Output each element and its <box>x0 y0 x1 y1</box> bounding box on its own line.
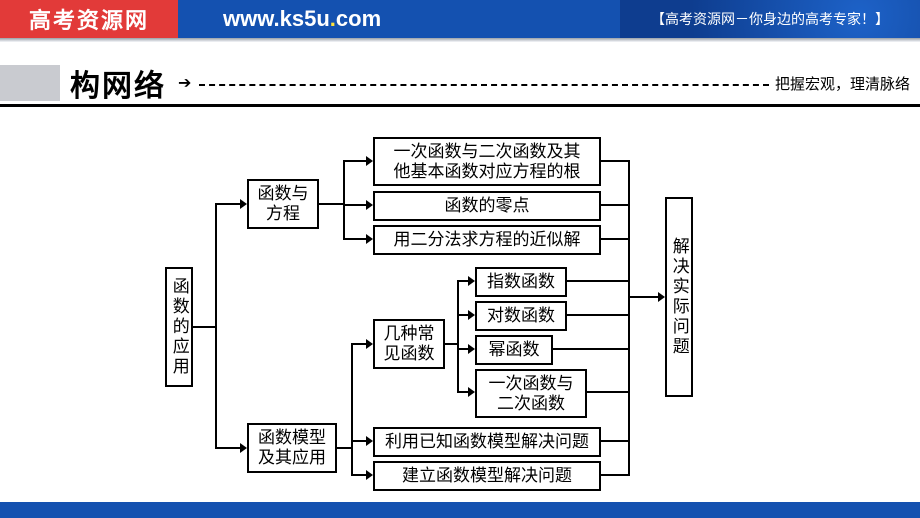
conn <box>567 280 628 282</box>
conn <box>457 391 468 393</box>
node-a2: 函数的零点 <box>373 191 601 221</box>
conn <box>343 160 345 240</box>
conn <box>319 203 343 205</box>
conn <box>567 314 628 316</box>
conn <box>457 348 468 350</box>
section-titlebar: 构网络 ➔ 把握宏观，理清脉络 <box>0 62 920 104</box>
node-goal: 解决实际问题 <box>665 197 693 397</box>
conn <box>343 238 366 240</box>
node-a3: 用二分法求方程的近似解 <box>373 225 601 255</box>
conn <box>457 280 468 282</box>
conn <box>215 447 240 449</box>
concept-diagram: 函数的应用 函数与 方程 函数模型 及其应用 一次函数与二次函数及其 他基本函数… <box>0 107 920 502</box>
section-caption: 把握宏观，理清脉络 <box>775 73 910 94</box>
conn <box>601 238 628 240</box>
header-banner: 高考资源网 www.ks5u.com 【高考资源网－你身边的高考专家！】 <box>0 0 920 38</box>
conn <box>193 326 215 328</box>
node-b1: 利用已知函数模型解决问题 <box>373 427 601 457</box>
node-bcom: 几种常 见函数 <box>373 319 445 369</box>
footer-stripe <box>0 502 920 518</box>
url-part1: www.ks5u <box>223 6 330 32</box>
conn <box>601 160 628 162</box>
conn <box>628 160 630 476</box>
conn <box>343 160 366 162</box>
conn <box>601 474 628 476</box>
node-a: 函数与 方程 <box>247 179 319 229</box>
conn <box>628 296 658 298</box>
conn <box>343 204 366 206</box>
conn <box>351 343 366 345</box>
node-root: 函数的应用 <box>165 267 193 387</box>
conn <box>601 440 628 442</box>
conn <box>601 204 628 206</box>
conn <box>351 474 366 476</box>
title-grey-block <box>0 65 60 101</box>
conn <box>457 280 459 393</box>
banner-shadow <box>0 38 920 42</box>
conn <box>553 348 628 350</box>
conn <box>457 314 468 316</box>
section-title: 构网络 <box>66 61 170 105</box>
site-tagline: 【高考资源网－你身边的高考专家！】 <box>620 0 920 38</box>
node-a1: 一次函数与二次函数及其 他基本函数对应方程的根 <box>373 137 601 186</box>
conn <box>445 343 457 345</box>
node-b: 函数模型 及其应用 <box>247 423 337 473</box>
conn <box>215 203 217 449</box>
site-url: www.ks5u.com <box>178 0 620 38</box>
node-f4: 一次函数与 二次函数 <box>475 369 587 418</box>
site-logo: 高考资源网 <box>0 0 178 38</box>
node-f1: 指数函数 <box>475 267 567 297</box>
conn <box>351 440 366 442</box>
conn <box>337 447 351 449</box>
conn <box>351 343 353 476</box>
conn <box>587 391 628 393</box>
node-b2: 建立函数模型解决问题 <box>373 461 601 491</box>
url-part2: com <box>336 6 381 32</box>
title-arrow-icon: ➔ <box>178 73 191 93</box>
conn <box>215 203 240 205</box>
node-f3: 幂函数 <box>475 335 553 365</box>
title-dotted-line <box>199 84 769 86</box>
node-f2: 对数函数 <box>475 301 567 331</box>
